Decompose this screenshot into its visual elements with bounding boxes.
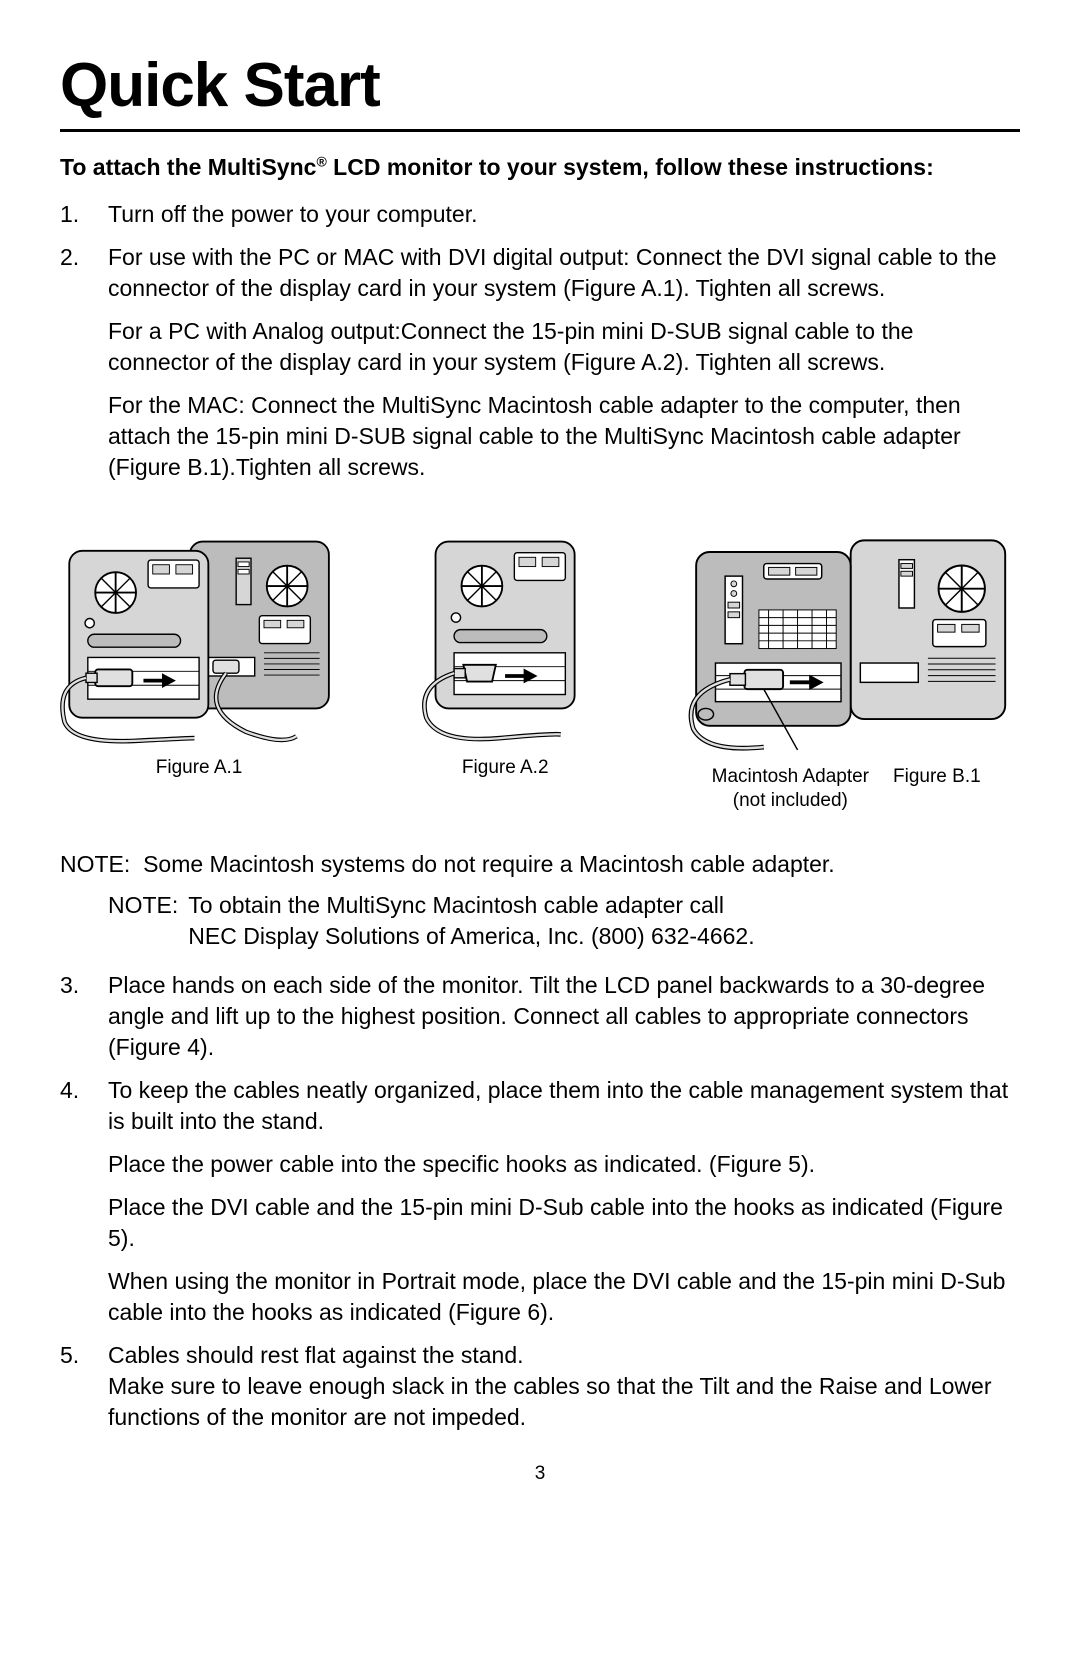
step-number: 3.	[60, 970, 100, 1001]
step-1: 1. Turn off the power to your computer.	[60, 199, 1020, 230]
figures-row: Figure A.1 Figure A.2	[60, 523, 1020, 812]
computer-diagram-icon	[672, 523, 1020, 755]
step-text: For the MAC: Connect the MultiSync Macin…	[108, 390, 1020, 483]
instructions-list: 1. Turn off the power to your computer. …	[60, 199, 1020, 483]
step-2: 2. For use with the PC or MAC with DVI d…	[60, 242, 1020, 483]
step-number: 1.	[60, 199, 100, 230]
note-main: NOTE: Some Macintosh systems do not requ…	[60, 849, 1020, 880]
page-title: Quick Start	[60, 50, 1020, 132]
note-label: NOTE:	[60, 851, 130, 877]
figure-a1: Figure A.1	[60, 523, 338, 812]
step-text: Place the DVI cable and the 15-pin mini …	[108, 1192, 1020, 1254]
step-number: 5.	[60, 1340, 100, 1371]
figure-b1: Macintosh Adapter (not included) Figure …	[672, 523, 1020, 812]
note-label: NOTE:	[108, 890, 188, 952]
figure-caption: Figure A.1	[156, 756, 243, 780]
computer-diagram-icon	[366, 523, 644, 746]
step-number: 2.	[60, 242, 100, 273]
step-text: Place hands on each side of the monitor.…	[108, 972, 985, 1060]
step-4: 4. To keep the cables neatly organized, …	[60, 1075, 1020, 1328]
instructions-list-continued: 3. Place hands on each side of the monit…	[60, 970, 1020, 1434]
step-text: For a PC with Analog output:Connect the …	[108, 316, 1020, 378]
page-number: 3	[60, 1463, 1020, 1485]
step-text: Cables should rest flat against the stan…	[108, 1342, 524, 1368]
step-text: Place the power cable into the specific …	[108, 1149, 1020, 1180]
step-number: 4.	[60, 1075, 100, 1106]
step-text: Turn off the power to your computer.	[108, 201, 477, 227]
intro-text: To attach the MultiSync® LCD monitor to …	[60, 152, 1020, 183]
step-text: To keep the cables neatly organized, pla…	[108, 1077, 1008, 1134]
note-sub: NOTE: To obtain the MultiSync Macintosh …	[60, 890, 1020, 952]
step-text: When using the monitor in Portrait mode,…	[108, 1266, 1020, 1328]
figure-caption: Figure A.2	[462, 756, 549, 780]
computer-diagram-icon	[60, 523, 338, 746]
step-5: 5. Cables should rest flat against the s…	[60, 1340, 1020, 1433]
step-text: For use with the PC or MAC with DVI digi…	[108, 244, 997, 301]
step-text: Make sure to leave enough slack in the c…	[108, 1371, 1020, 1433]
figure-a2: Figure A.2	[366, 523, 644, 812]
note-text: To obtain the MultiSync Macintosh cable …	[188, 890, 754, 921]
step-3: 3. Place hands on each side of the monit…	[60, 970, 1020, 1063]
note-text: NEC Display Solutions of America, Inc. (…	[188, 921, 754, 952]
figure-caption: Macintosh Adapter (not included) Figure …	[712, 765, 981, 813]
note-text: Some Macintosh systems do not require a …	[143, 851, 835, 877]
